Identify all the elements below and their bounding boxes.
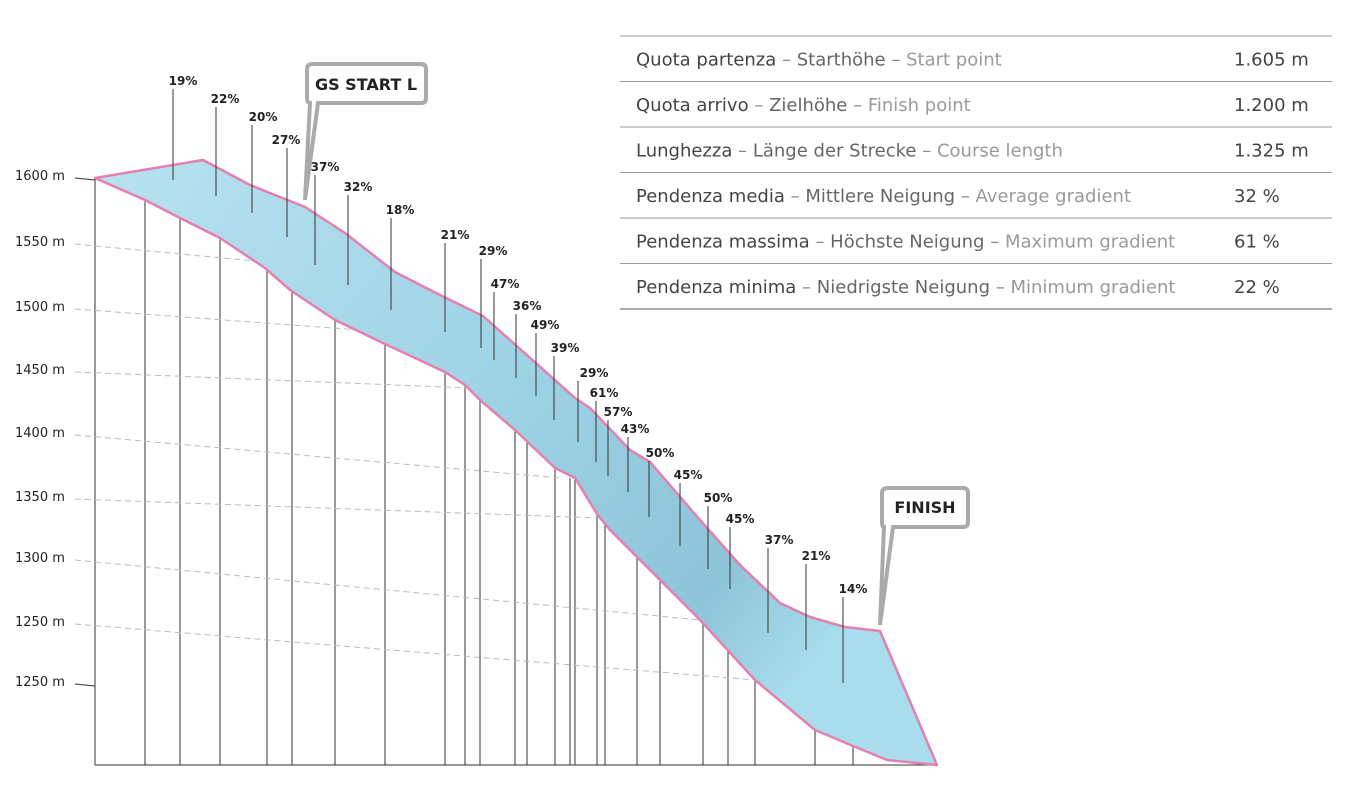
gradient-label: 29% (479, 244, 508, 258)
separator: – (922, 141, 931, 162)
tick (74, 683, 96, 687)
gradient-label: 45% (726, 512, 755, 526)
guide-line (74, 243, 266, 263)
label-de: Niedrigste Neigung (817, 277, 990, 298)
row-value: 1.200 m (1234, 95, 1309, 116)
gradient-label: 36% (513, 299, 542, 313)
label-de: Starthöhe (797, 50, 886, 71)
separator: – (990, 232, 999, 253)
separator: – (791, 186, 800, 207)
guide-line (74, 434, 561, 479)
gradient-label: 29% (580, 366, 609, 380)
guide-line (74, 308, 361, 331)
altitude-label: 1250 m (15, 675, 65, 690)
separator: – (891, 50, 900, 71)
gradient-label: 47% (491, 277, 520, 291)
slope-band (93, 158, 939, 767)
label-de: Mittlere Neigung (805, 186, 955, 207)
row-label: Quota arrivo – Zielhöhe – Finish point (636, 95, 971, 116)
structure: 1600 m 1550 m 1500 m 1450 m 1400 m 1350 m 1300… (15, 169, 937, 766)
gradient-label: 18% (386, 203, 415, 217)
separator: – (815, 232, 824, 253)
row-label: Quota partenza – Starthöhe – Start point (636, 50, 1002, 71)
gradient-label: 20% (249, 110, 278, 124)
label-it: Quota partenza (636, 50, 776, 71)
label-en: Minimum gradient (1010, 277, 1175, 298)
label-it: Pendenza massima (636, 232, 810, 253)
separator: – (996, 277, 1005, 298)
gradient-label: 43% (621, 422, 650, 436)
start-callout (303, 62, 428, 201)
gradient-label: 45% (674, 468, 703, 482)
guide-line (74, 559, 701, 621)
tick (74, 177, 96, 181)
row-value: 1.605 m (1234, 50, 1309, 71)
label-it: Pendenza minima (636, 277, 796, 298)
row-label: Pendenza minima – Niedrigste Neigung – M… (636, 277, 1175, 298)
finish-callout (878, 486, 970, 626)
label-de: Höchste Neigung (830, 232, 984, 253)
label-it: Lunghezza (636, 141, 732, 162)
guide-line (74, 623, 756, 681)
altitude-label: 1350 m (15, 490, 65, 505)
row-value: 22 % (1234, 277, 1280, 298)
label-en: Start point (906, 50, 1002, 71)
gradient-label: 61% (590, 386, 619, 400)
gradient-label: 50% (704, 491, 733, 505)
altitude-label: 1500 m (15, 300, 65, 315)
altitude-label: 1550 m (15, 235, 65, 250)
altitude-label: 1450 m (15, 363, 65, 378)
label-en: Maximum gradient (1005, 232, 1175, 253)
altitude-label: 1250 m (15, 615, 65, 630)
gradient-label: 50% (646, 446, 675, 460)
gradient-label: 22% (211, 92, 240, 106)
label-en: Finish point (868, 95, 971, 116)
label-it: Quota arrivo (636, 95, 749, 116)
altitude-label: 1400 m (15, 426, 65, 441)
row-label: Pendenza massima – Höchste Neigung – Max… (636, 232, 1175, 253)
label-en: Average gradient (976, 186, 1131, 207)
gradient-label: 21% (802, 549, 831, 563)
row-value: 32 % (1234, 186, 1280, 207)
gradient-label: 19% (169, 74, 198, 88)
finish-label: FINISH (894, 498, 955, 517)
separator: – (802, 277, 811, 298)
gradient-label: 49% (531, 318, 560, 332)
gradient-label: 27% (272, 133, 301, 147)
labels: 19%22%20%27%37%32%18%21%29%47%36%49%39%2… (169, 74, 868, 683)
separator: – (782, 50, 791, 71)
label-de: Länge der Strecke (753, 141, 917, 162)
label-en: Course length (937, 141, 1063, 162)
row-value: 1.325 m (1234, 141, 1309, 162)
separator: – (754, 95, 763, 116)
altitude-label: 1600 m (15, 169, 65, 184)
gradient-label: 57% (604, 405, 633, 419)
row-label: Lunghezza – Länge der Strecke – Course l… (636, 141, 1063, 162)
gradient-label: 32% (344, 180, 373, 194)
row-label: Pendenza media – Mittlere Neigung – Aver… (636, 186, 1131, 207)
gradient-label: 39% (551, 341, 580, 355)
label-de: Zielhöhe (769, 95, 847, 116)
altitude-label: 1300 m (15, 551, 65, 566)
gradient-label: 37% (765, 533, 794, 547)
gradient-label: 14% (839, 582, 868, 596)
gradient-label: 21% (441, 228, 470, 242)
guide-line (74, 498, 601, 519)
start-label: GS START L (315, 75, 417, 94)
gradient-label: 37% (311, 160, 340, 174)
row-value: 61 % (1234, 232, 1280, 253)
label-it: Pendenza media (636, 186, 785, 207)
separator: – (853, 95, 862, 116)
separator: – (738, 141, 747, 162)
guide-line (74, 371, 471, 389)
separator: – (961, 186, 970, 207)
